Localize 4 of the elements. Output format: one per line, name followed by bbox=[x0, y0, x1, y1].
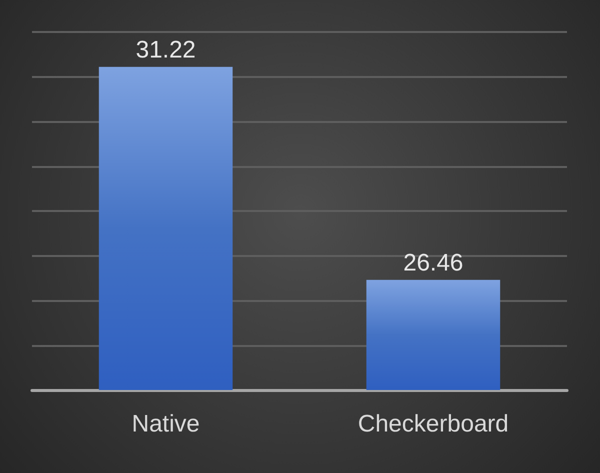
x-tick-label: Checkerboard bbox=[358, 410, 509, 438]
x-tick-label: Native bbox=[132, 410, 200, 438]
data-label: 26.46 bbox=[403, 249, 464, 276]
data-label: 31.22 bbox=[136, 36, 196, 64]
